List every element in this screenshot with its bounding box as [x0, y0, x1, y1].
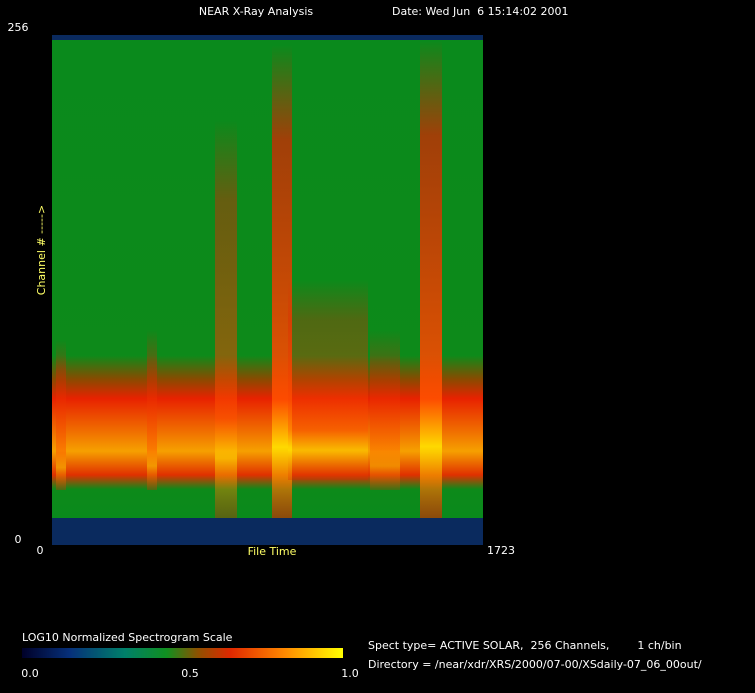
colorbar-tick-label: 0.5: [181, 667, 199, 680]
colorbar-tick-label: 0.0: [21, 667, 39, 680]
x-tick-label: 0: [37, 544, 44, 557]
subtitle: Date: Wed Jun 6 15:14:02 2001: [392, 5, 569, 18]
y-tick-label: 256: [8, 21, 29, 34]
y-axis-label: Channel # ----->: [35, 205, 48, 295]
colorbar-title: LOG10 Normalized Spectrogram Scale: [22, 631, 233, 644]
x-tick-label: 1723: [487, 544, 515, 557]
info-line: Directory = /near/xdr/XRS/2000/07-00/XSd…: [368, 658, 702, 671]
colorbar-tick-label: 1.0: [341, 667, 359, 680]
spectrogram: [52, 35, 483, 545]
chart-title: NEAR X-Ray Analysis: [199, 5, 314, 18]
colorbar: [22, 648, 343, 658]
info-line: Spect type= ACTIVE SOLAR, 256 Channels, …: [368, 639, 682, 652]
y-tick-label: 0: [15, 533, 22, 546]
x-axis-label: File Time: [248, 545, 297, 558]
